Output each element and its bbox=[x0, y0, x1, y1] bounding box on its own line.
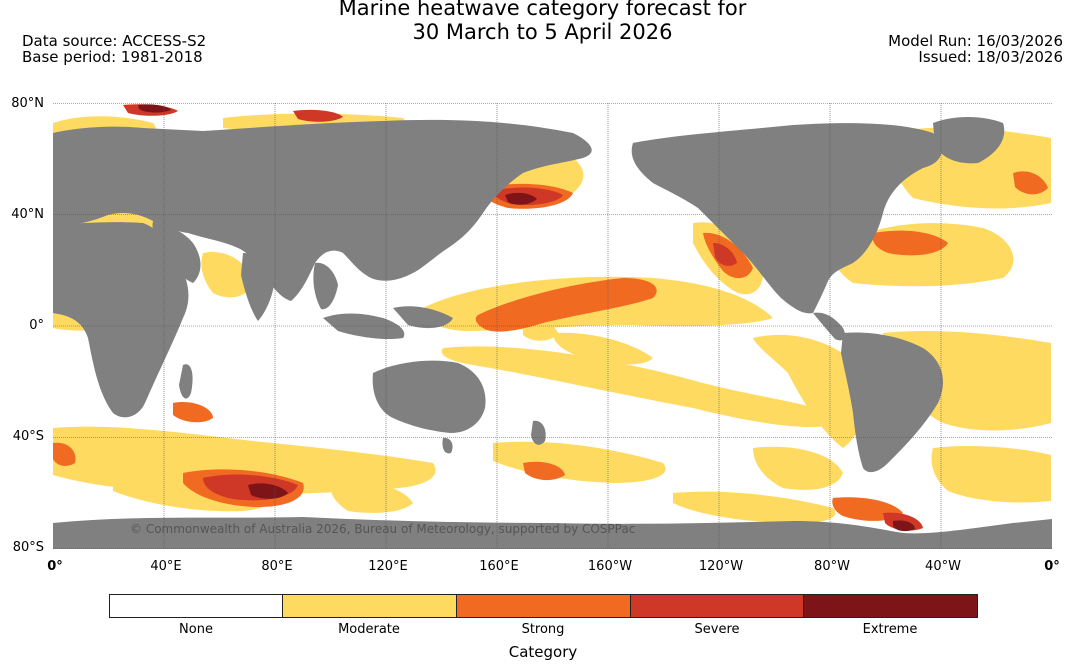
lon-label-120w: 120°W bbox=[698, 559, 744, 574]
lat-label-80n: 80°N bbox=[11, 96, 44, 111]
lon-label-80w: 80°W bbox=[814, 559, 850, 574]
title-line-2: 30 March to 5 April 2026 bbox=[412, 20, 673, 44]
lat-label-0: 0° bbox=[29, 318, 44, 333]
base-period-text: Base period: 1981-2018 bbox=[22, 48, 203, 66]
legend-swatch-strong bbox=[456, 594, 631, 618]
legend-label-none: None bbox=[179, 622, 213, 637]
lon-label-160w: 160°W bbox=[587, 559, 633, 574]
lon-label-160e: 160°E bbox=[479, 559, 519, 574]
run-info: Model Run: 16/03/2026 Issued: 18/03/2026 bbox=[888, 33, 1063, 65]
heatwave-map bbox=[53, 103, 1052, 549]
extreme-regions bbox=[138, 104, 915, 532]
map-title: Marine heatwave category forecast for 30… bbox=[230, 0, 855, 44]
copyright-notice: © Commonwealth of Australia 2026, Bureau… bbox=[130, 522, 636, 536]
lat-label-40n: 40°N bbox=[11, 207, 44, 222]
legend-swatch-extreme bbox=[803, 594, 978, 618]
model-run-text: Model Run: 16/03/2026 bbox=[888, 32, 1063, 50]
legend-label-strong: Strong bbox=[521, 622, 565, 637]
lon-label-40w: 40°W bbox=[925, 559, 961, 574]
legend-swatch-severe bbox=[630, 594, 804, 618]
lon-label-80e: 80°E bbox=[261, 559, 293, 574]
legend-label-severe: Severe bbox=[694, 622, 740, 637]
issued-text: Issued: 18/03/2026 bbox=[918, 48, 1063, 66]
legend-swatch-none bbox=[109, 594, 283, 618]
lon-label-0-left: 0° bbox=[47, 559, 63, 574]
data-source-text: Data source: ACCESS-S2 bbox=[22, 32, 207, 50]
lon-label-0-right: 0° bbox=[1044, 559, 1060, 574]
lat-label-40s: 40°S bbox=[12, 429, 44, 444]
legend-title: Category bbox=[508, 643, 578, 661]
title-line-1: Marine heatwave category forecast for bbox=[338, 0, 747, 20]
lat-label-80s: 80°S bbox=[12, 540, 44, 555]
source-info: Data source: ACCESS-S2 Base period: 1981… bbox=[22, 33, 206, 65]
legend-swatch-moderate bbox=[282, 594, 457, 618]
legend-label-extreme: Extreme bbox=[862, 622, 918, 637]
legend-label-moderate: Moderate bbox=[338, 622, 400, 637]
lon-label-40e: 40°E bbox=[150, 559, 182, 574]
graticule bbox=[53, 103, 1052, 549]
lon-label-120e: 120°E bbox=[368, 559, 408, 574]
land-masses bbox=[53, 117, 1052, 549]
